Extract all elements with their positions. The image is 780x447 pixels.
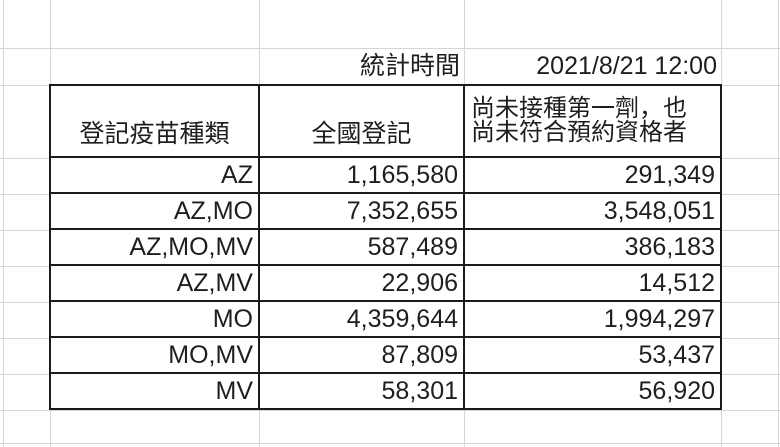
vaccine-type-cell[interactable]: MO,MV [51, 338, 260, 374]
pending-count-cell[interactable]: 53,437 [465, 338, 722, 374]
header-pending-line2: 尚未符合預約資格者 [471, 119, 687, 146]
vaccine-type-cell[interactable]: MV [51, 374, 260, 410]
gridline-horizontal [0, 443, 780, 444]
header-national-registration[interactable]: 全國登記 [260, 86, 465, 158]
national-count-cell[interactable]: 4,359,644 [260, 302, 465, 338]
header-pending-eligibility[interactable]: 尚未接種第一劑，也 尚未符合預約資格者 [465, 86, 722, 158]
stats-time-value-cell[interactable]: 2021/8/21 12:00 [536, 52, 717, 80]
national-count-cell[interactable]: 22,906 [260, 266, 465, 302]
vaccine-type-cell[interactable]: AZ,MV [51, 266, 260, 302]
header-pending-lines: 尚未接種第一劑，也 尚未符合預約資格者 [471, 97, 687, 145]
vaccine-type-cell[interactable]: AZ,MO,MV [51, 230, 260, 266]
pending-count-cell[interactable]: 56,920 [465, 374, 722, 410]
pending-count-cell[interactable]: 386,183 [465, 230, 722, 266]
vaccine-type-cell[interactable]: MO [51, 302, 260, 338]
gridline-vertical [778, 0, 779, 447]
pending-count-cell[interactable]: 291,349 [465, 158, 722, 194]
vaccine-registration-table: 登記疫苗種類 全國登記 尚未接種第一劑，也 尚未符合預約資格者 AZ 1,165,… [49, 84, 722, 410]
gridline-horizontal [0, 410, 780, 411]
vaccine-type-cell[interactable]: AZ [51, 158, 260, 194]
pending-count-cell[interactable]: 3,548,051 [465, 194, 722, 230]
national-count-cell[interactable]: 587,489 [260, 230, 465, 266]
pending-count-cell[interactable]: 14,512 [465, 266, 722, 302]
vaccine-type-cell[interactable]: AZ,MO [51, 194, 260, 230]
national-count-cell[interactable]: 7,352,655 [260, 194, 465, 230]
header-vaccine-type[interactable]: 登記疫苗種類 [51, 86, 260, 158]
national-count-cell[interactable]: 58,301 [260, 374, 465, 410]
stats-time-label-cell[interactable]: 統計時間 [359, 52, 460, 80]
national-count-cell[interactable]: 1,165,580 [260, 158, 465, 194]
pending-count-cell[interactable]: 1,994,297 [465, 302, 722, 338]
gridline-vertical [3, 0, 4, 447]
header-pending-line1: 尚未接種第一劑，也 [471, 95, 687, 122]
national-count-cell[interactable]: 87,809 [260, 338, 465, 374]
gridline-horizontal [0, 48, 780, 49]
